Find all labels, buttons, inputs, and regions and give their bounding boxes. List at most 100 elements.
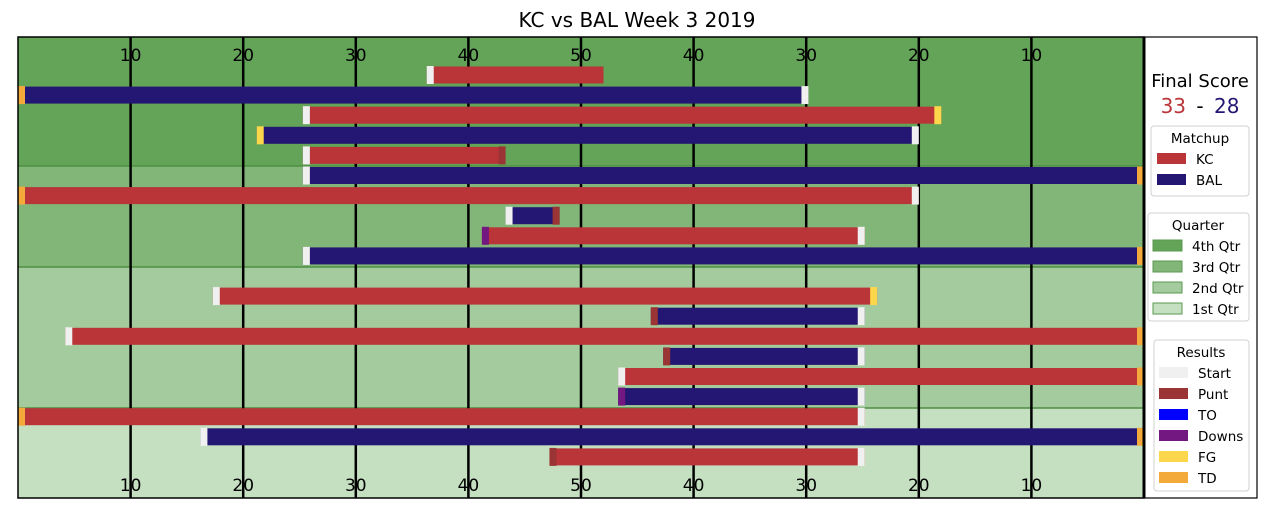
legend-label: KC bbox=[1196, 152, 1214, 168]
drive-bar bbox=[481, 227, 865, 245]
result-marker-punt bbox=[663, 347, 671, 366]
chart-title: KC vs BAL Week 3 2019 bbox=[519, 8, 756, 32]
score-bal: 28 bbox=[1214, 94, 1239, 118]
x-tick-labels-bottom: 10 20 30 40 50 40 30 20 10 bbox=[120, 476, 1042, 496]
x-tick-label: 30 bbox=[795, 476, 817, 496]
x-tick-label: 10 bbox=[1021, 476, 1043, 496]
result-marker-punt bbox=[552, 206, 560, 225]
legend-label: 1st Qtr bbox=[1192, 302, 1239, 318]
svg-text:33 - 28: 33 - 28 bbox=[1161, 94, 1240, 118]
drive-bar bbox=[618, 388, 865, 406]
start-marker bbox=[857, 347, 865, 366]
drive-bar bbox=[212, 287, 878, 305]
drive-17 bbox=[618, 387, 865, 406]
x-tick-label: 10 bbox=[120, 46, 142, 66]
result-marker-td bbox=[1137, 427, 1144, 446]
x-tick-label: 10 bbox=[1021, 46, 1043, 66]
drive-16 bbox=[618, 367, 1144, 386]
x-tick-label: 50 bbox=[570, 46, 592, 66]
legend-swatch bbox=[1159, 367, 1188, 378]
drive-bar bbox=[65, 327, 1145, 345]
x-tick-label: 30 bbox=[345, 46, 367, 66]
score-separator: - bbox=[1196, 94, 1203, 118]
drive-14 bbox=[65, 327, 1145, 346]
result-marker-fg bbox=[934, 106, 942, 125]
drive-6 bbox=[302, 166, 1144, 185]
legend-swatch bbox=[1159, 409, 1188, 420]
result-marker-td bbox=[18, 86, 25, 105]
start-marker bbox=[911, 126, 919, 145]
start-marker bbox=[65, 327, 73, 346]
start-marker bbox=[212, 287, 220, 306]
legend-label: 3rd Qtr bbox=[1192, 260, 1241, 276]
result-marker-downs bbox=[618, 387, 626, 406]
start-marker bbox=[911, 186, 919, 205]
drive-bar bbox=[505, 207, 560, 225]
legend-label: Start bbox=[1198, 366, 1231, 382]
legend-swatch bbox=[1157, 174, 1186, 185]
start-marker bbox=[302, 106, 310, 125]
x-tick-label: 10 bbox=[120, 476, 142, 496]
result-marker-td bbox=[18, 407, 25, 426]
drive-bar bbox=[18, 408, 865, 426]
drive-bar bbox=[18, 187, 919, 205]
start-marker bbox=[857, 307, 865, 326]
legend-swatch bbox=[1159, 430, 1188, 441]
drive-3 bbox=[302, 106, 942, 125]
legend-label: BAL bbox=[1196, 173, 1222, 189]
drive-bar bbox=[256, 126, 919, 144]
drive-bar bbox=[650, 307, 865, 325]
drive-13 bbox=[650, 307, 865, 326]
result-marker-punt bbox=[498, 146, 506, 165]
legend-matchup-title: Matchup bbox=[1171, 131, 1229, 147]
legend-swatch bbox=[1152, 302, 1183, 315]
legend-swatch bbox=[1159, 388, 1188, 399]
legend-label: TO bbox=[1197, 408, 1217, 424]
legend-quarter-title: Quarter bbox=[1172, 218, 1225, 234]
legend-swatch bbox=[1157, 153, 1186, 164]
drive-bar bbox=[663, 347, 865, 365]
legend-results: Results Start Punt TO Downs FG TD bbox=[1153, 339, 1250, 492]
legend-label: TD bbox=[1197, 471, 1217, 487]
result-marker-fg bbox=[870, 287, 878, 306]
legend-results-title: Results bbox=[1177, 345, 1226, 361]
drive-4 bbox=[256, 126, 919, 145]
drive-2 bbox=[18, 86, 809, 105]
side-panel-frame bbox=[1143, 36, 1258, 499]
legend-matchup: Matchup KC BAL bbox=[1150, 125, 1250, 197]
x-tick-label: 40 bbox=[683, 476, 705, 496]
result-marker-fg bbox=[256, 126, 264, 145]
legend-label: 2nd Qtr bbox=[1192, 281, 1244, 297]
x-tick-label: 20 bbox=[908, 46, 930, 66]
drive-19 bbox=[200, 427, 1145, 446]
drive-5 bbox=[302, 146, 506, 165]
x-tick-label: 50 bbox=[570, 476, 592, 496]
drive-12 bbox=[212, 287, 878, 306]
score-kc: 33 bbox=[1161, 94, 1186, 118]
result-marker-td bbox=[1137, 327, 1144, 346]
drive-bar bbox=[302, 106, 942, 124]
x-tick-label: 20 bbox=[232, 476, 254, 496]
final-score-label: Final Score bbox=[1151, 71, 1249, 92]
drive-bar bbox=[426, 66, 604, 84]
drive-20 bbox=[549, 447, 865, 466]
result-marker-td bbox=[1137, 166, 1144, 185]
drive-10 bbox=[302, 246, 1144, 265]
final-score: 33 - 28 bbox=[1161, 94, 1240, 118]
start-marker bbox=[505, 206, 513, 225]
drive-bars bbox=[18, 66, 1145, 466]
x-tick-label: 20 bbox=[908, 476, 930, 496]
start-marker bbox=[857, 226, 865, 245]
legend-label: Punt bbox=[1198, 387, 1228, 403]
legend-quarter: Quarter 4th Qtr 3rd Qtr 2nd Qtr 1st Qtr bbox=[1147, 212, 1250, 322]
start-marker bbox=[801, 86, 809, 105]
x-tick-label: 20 bbox=[232, 46, 254, 66]
drive-18 bbox=[18, 407, 865, 426]
drive-9 bbox=[481, 226, 865, 245]
result-marker-td bbox=[18, 186, 25, 205]
start-marker bbox=[302, 246, 310, 265]
drive-bar bbox=[549, 448, 865, 466]
result-marker-downs bbox=[481, 226, 489, 245]
x-tick-labels-top: 10 20 30 40 50 40 30 20 10 bbox=[120, 46, 1042, 66]
legend-label: 4th Qtr bbox=[1192, 239, 1241, 255]
